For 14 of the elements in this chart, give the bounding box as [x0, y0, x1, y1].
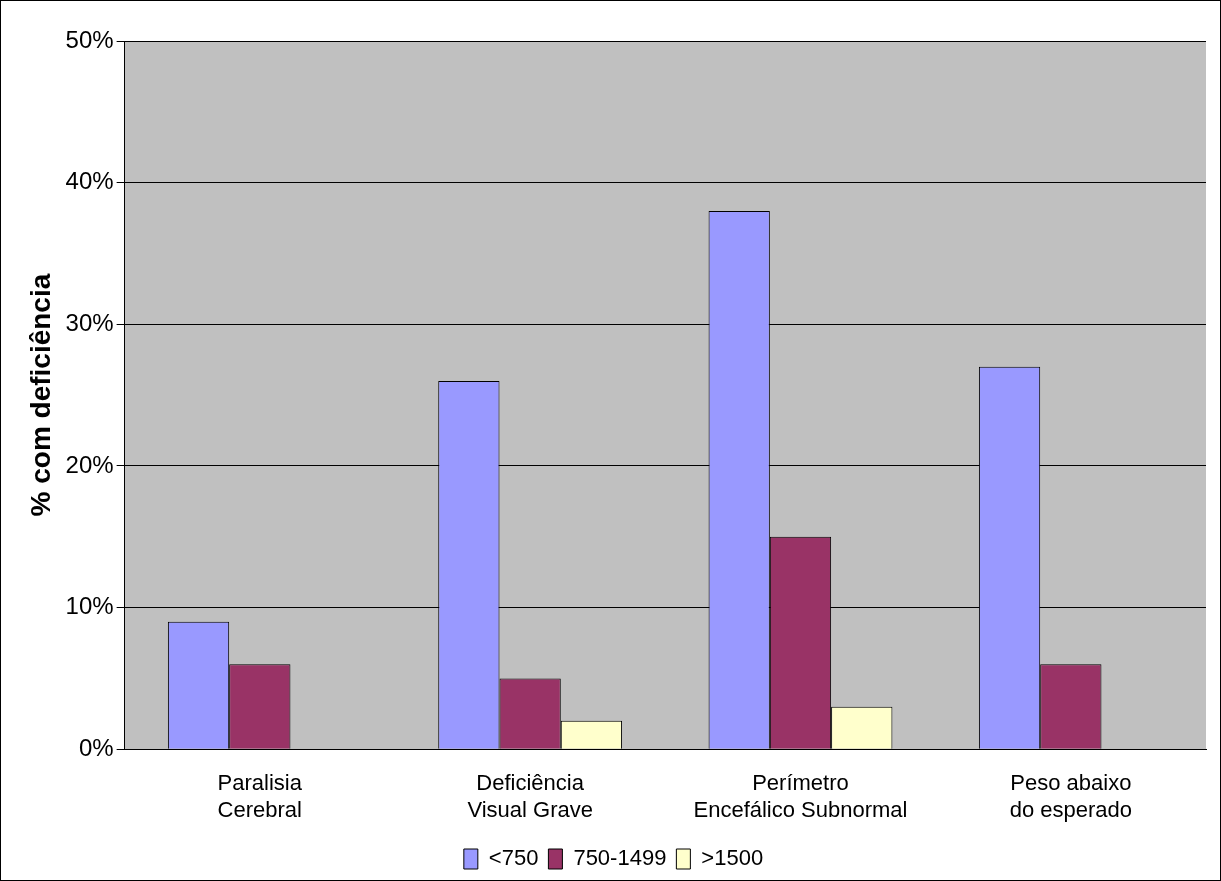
- y-tick-label: 0%: [78, 733, 114, 761]
- legend-label: 750-1499: [573, 845, 667, 871]
- legend-label: >1500: [701, 845, 764, 871]
- x-tick-label: Peso abaixo do esperado: [1009, 770, 1132, 822]
- x-tick-label: Deficiência Visual Grave: [467, 770, 593, 822]
- y-tick-label: 30%: [65, 308, 114, 336]
- y-tick-label: 20%: [65, 450, 114, 478]
- x-tick-label: Perímetro Encefálico Subnormal: [693, 770, 908, 822]
- y-tick-label: 10%: [65, 592, 114, 620]
- y-tick-label: 40%: [65, 167, 114, 195]
- legend-label: <750: [488, 845, 539, 871]
- x-tick-label: Paralisia Cerebral: [217, 770, 303, 822]
- y-tick-label: 50%: [65, 25, 114, 53]
- y-axis-title: % com deficiência: [24, 273, 56, 517]
